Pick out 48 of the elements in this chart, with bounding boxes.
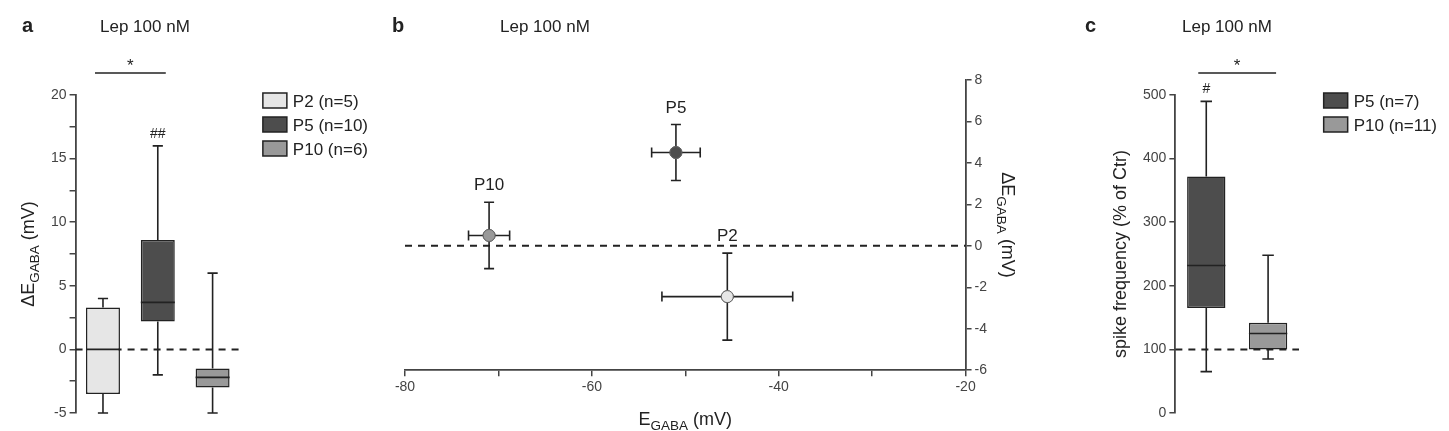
- annotation: ##: [150, 124, 166, 141]
- y2-tick-label: -2: [974, 278, 988, 295]
- annotation: #: [1202, 80, 1211, 97]
- text: b: [392, 14, 405, 36]
- legend-label: P2 (n=5): [292, 92, 359, 111]
- text: *: [127, 56, 135, 75]
- y-tick-label: 400: [1143, 149, 1167, 166]
- y-axis-title: ΔEGABA (mV): [18, 201, 43, 307]
- y-tick-label: 200: [1143, 276, 1167, 293]
- legend-label: P10 (n=11): [1353, 116, 1437, 135]
- series-label: P5: [665, 97, 687, 117]
- y2-axis-title: ΔEGABA (mV): [993, 172, 1018, 278]
- text: P10: [473, 175, 505, 195]
- x-tick-label: -80: [394, 378, 416, 395]
- y2-tick-label: 2: [974, 195, 983, 212]
- x-tick-label: -20: [955, 378, 976, 395]
- point: [482, 228, 496, 242]
- y-tick-label: 15: [50, 149, 67, 166]
- x-tick-label: -60: [581, 378, 603, 395]
- y2-tick-label: 0: [974, 236, 983, 253]
- y2-tick-label: -4: [974, 319, 988, 336]
- legend-label: P10 (n=6): [292, 140, 369, 159]
- text: a: [22, 14, 34, 36]
- y-tick-label: 0: [1158, 403, 1167, 420]
- y-tick-label: 0: [58, 340, 67, 357]
- y2-tick-label: 4: [974, 153, 983, 170]
- legend-label: P5 (n=7): [1353, 92, 1420, 111]
- y-tick-label: -5: [54, 403, 67, 420]
- y-tick-label: 300: [1143, 213, 1167, 230]
- y-tick-label: 20: [50, 85, 67, 102]
- y-tick-label: 500: [1143, 85, 1167, 102]
- point: [669, 146, 683, 160]
- text: P2: [716, 226, 738, 246]
- y-tick-label: 10: [50, 213, 67, 230]
- y-tick-label: 5: [58, 276, 67, 293]
- text: *: [1233, 56, 1241, 75]
- point: [720, 290, 734, 304]
- y-axis-title: spike frequency (% of Ctr): [1110, 149, 1130, 359]
- chart-title: Lep 100 nM: [500, 17, 590, 36]
- x-tick-label: -40: [768, 378, 790, 395]
- y-tick-label: 100: [1143, 340, 1167, 357]
- chart-title: Lep 100 nM: [100, 17, 190, 36]
- y2-tick-label: -6: [974, 361, 988, 378]
- text: c: [1085, 14, 1097, 36]
- legend-label: P5 (n=10): [292, 116, 369, 135]
- chart-title: Lep 100 nM: [1182, 17, 1272, 36]
- y2-tick-label: 6: [974, 112, 983, 129]
- y2-tick-label: 8: [974, 70, 983, 87]
